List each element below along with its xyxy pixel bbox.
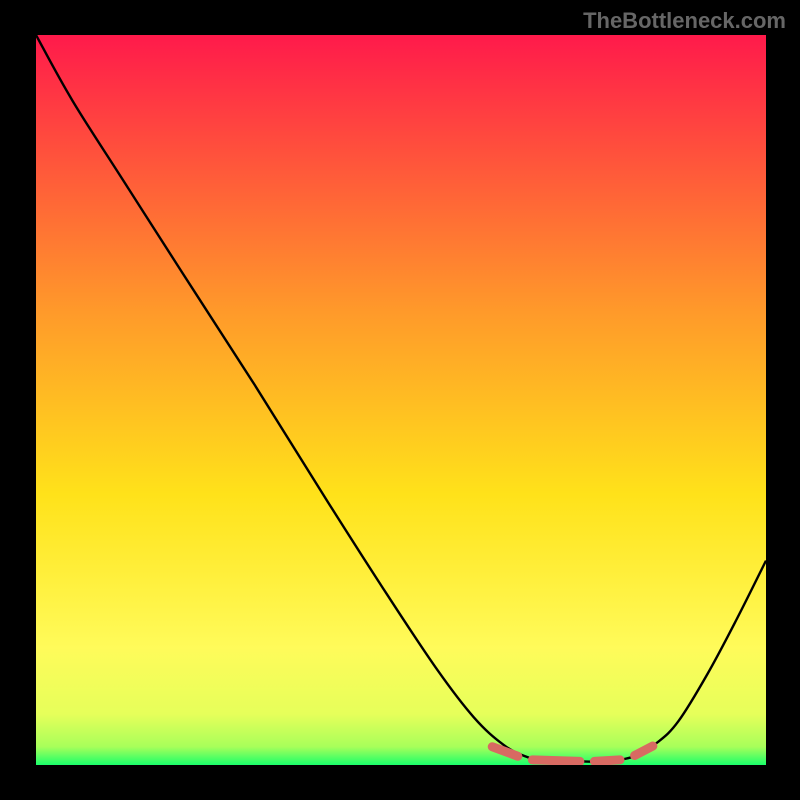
marker-segment xyxy=(492,747,518,756)
chart-svg xyxy=(36,35,766,765)
marker-segment xyxy=(635,746,653,755)
marker-segment xyxy=(532,760,579,761)
bottleneck-curve xyxy=(36,35,766,762)
plot-area xyxy=(36,35,766,765)
watermark-text: TheBottleneck.com xyxy=(583,8,786,34)
marker-segment xyxy=(594,760,620,761)
